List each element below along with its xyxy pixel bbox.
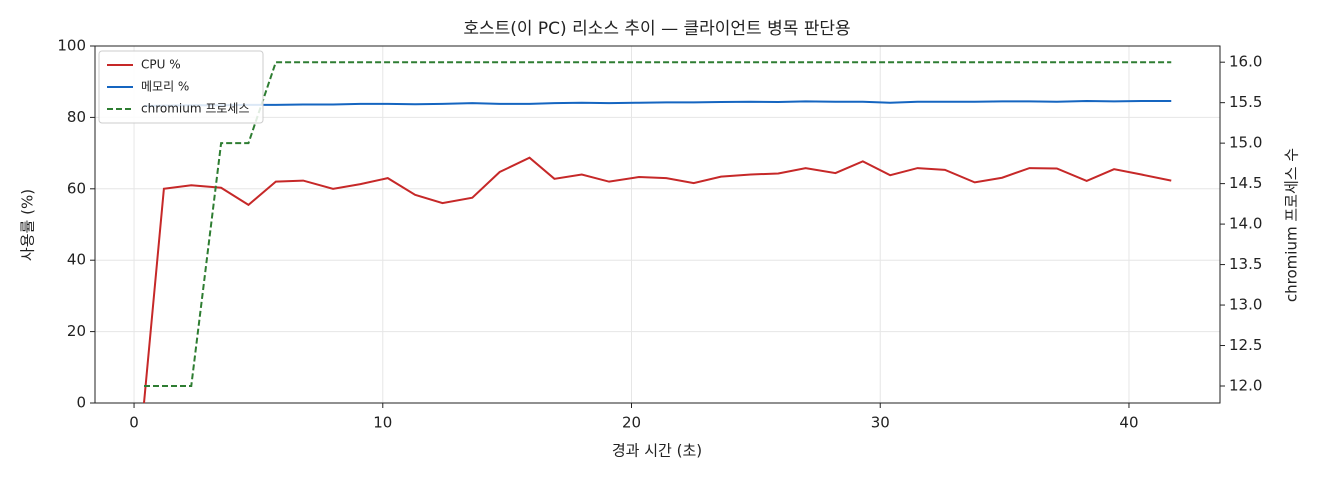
y2-tick-label: 14.0	[1229, 215, 1262, 233]
legend-label: 메모리 %	[141, 80, 189, 94]
x-tick-label: 0	[129, 414, 139, 432]
legend-box	[98, 50, 264, 124]
y2-axis-label: chromium 프로세스 수	[1283, 148, 1301, 302]
y2-tick-label: 16.0	[1229, 53, 1262, 71]
y2-tick-label: 12.0	[1229, 377, 1262, 395]
legend-label: chromium 프로세스	[141, 102, 250, 116]
y-tick-label: 100	[57, 37, 86, 55]
y-tick-label: 40	[67, 251, 86, 269]
series-line	[144, 61, 1172, 387]
series-line	[143, 156, 1172, 404]
chart-title: 호스트(이 PC) 리소스 추이 — 클라이언트 병목 판단용	[463, 19, 850, 39]
x-tick-label: 20	[622, 414, 641, 432]
plot-frame	[94, 45, 1221, 404]
y-tick-label: 60	[67, 179, 86, 197]
y2-tick-label: 13.0	[1229, 296, 1262, 314]
y2-tick-label: 12.5	[1229, 336, 1262, 354]
y2-tick-label: 15.5	[1229, 93, 1262, 111]
y2-tick-label: 15.0	[1229, 134, 1262, 152]
y2-tick-label: 14.5	[1229, 174, 1262, 192]
y2-tick-label: 13.5	[1229, 255, 1262, 273]
x-tick-label: 30	[871, 414, 890, 432]
y-tick-label: 0	[76, 394, 86, 412]
y-tick-label: 80	[67, 108, 86, 126]
y-tick-label: 20	[67, 322, 86, 340]
series-line	[143, 99, 1172, 107]
legend-label: CPU %	[141, 58, 181, 72]
x-tick-label: 40	[1119, 414, 1138, 432]
y-axis-label: 사용률 (%)	[19, 189, 37, 261]
x-tick-label: 10	[373, 414, 392, 432]
x-axis-label: 경과 시간 (초)	[612, 442, 702, 460]
